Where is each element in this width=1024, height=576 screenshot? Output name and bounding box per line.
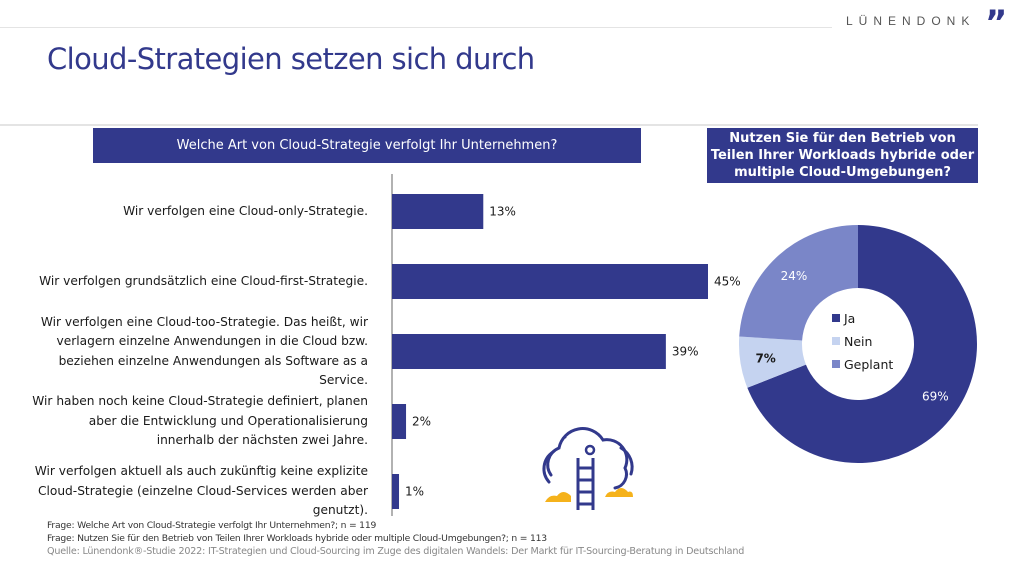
footnote-source: Quelle: Lünendonk®-Studie 2022: IT-Strat… — [47, 546, 745, 557]
header-divider — [0, 27, 832, 28]
footnote-question-1: Frage: Welche Art von Cloud-Strategie ve… — [47, 520, 377, 531]
legend-swatch-nein — [832, 337, 840, 345]
bar-category-label: Wir verfolgen eine Cloud-only-Strategie. — [123, 203, 368, 218]
bar-1 — [392, 194, 484, 229]
donut-chart: 69% 7% 24% Ja Nein Geplant — [739, 225, 978, 463]
bar-category-label: Wir verfolgen grundsätzlich eine Cloud-f… — [39, 273, 368, 288]
bar-value-label: 2% — [412, 415, 431, 429]
cloud-ladder-icon — [542, 427, 634, 510]
bar-3 — [392, 334, 666, 369]
bar-value-label: 13% — [489, 205, 516, 219]
page-title: Cloud-Strategien setzen sich durch — [47, 42, 535, 76]
bar-5 — [392, 474, 400, 509]
donut-chart-title: Nutzen Sie für den Betrieb von Teilen Ih… — [707, 128, 978, 183]
bar-value-label: 45% — [714, 275, 741, 289]
donut-value-label: 7% — [755, 352, 775, 366]
bar-2 — [392, 264, 708, 299]
bar-chart: 13% 45% 39% 2% 1% — [391, 174, 741, 516]
bar-chart-title: Welche Art von Cloud-Strategie verfolgt … — [93, 128, 641, 163]
donut-slice-nein — [739, 336, 806, 388]
bar-value-label: 1% — [405, 485, 424, 499]
brand-logo-text: LÜNENDONK — [846, 14, 976, 28]
donut-slice-ja — [747, 225, 978, 463]
section-divider — [0, 124, 978, 126]
donut-value-label: 69% — [922, 390, 949, 404]
bar-category-label: Wir haben noch keine Cloud-Strategie def… — [32, 394, 368, 448]
donut-value-label: 24% — [781, 269, 808, 283]
bar-category-label: Wir verfolgen eine Cloud-too-Strategie. … — [40, 314, 368, 388]
donut-slice-geplant — [739, 225, 858, 341]
legend-label-ja: Ja — [843, 311, 855, 326]
bar-category-label: Wir verfolgen aktuell als auch zukünftig… — [34, 464, 368, 518]
legend-label-nein: Nein — [844, 334, 872, 349]
legend-swatch-ja — [832, 314, 840, 322]
legend-label-geplant: Geplant — [844, 357, 893, 372]
bar-4 — [392, 404, 407, 439]
quote-mark-icon: ” — [985, 3, 1008, 43]
footnote-question-2: Frage: Nutzen Sie für den Betrieb von Te… — [47, 533, 547, 544]
legend-swatch-geplant — [832, 360, 840, 368]
bar-value-label: 39% — [672, 345, 699, 359]
